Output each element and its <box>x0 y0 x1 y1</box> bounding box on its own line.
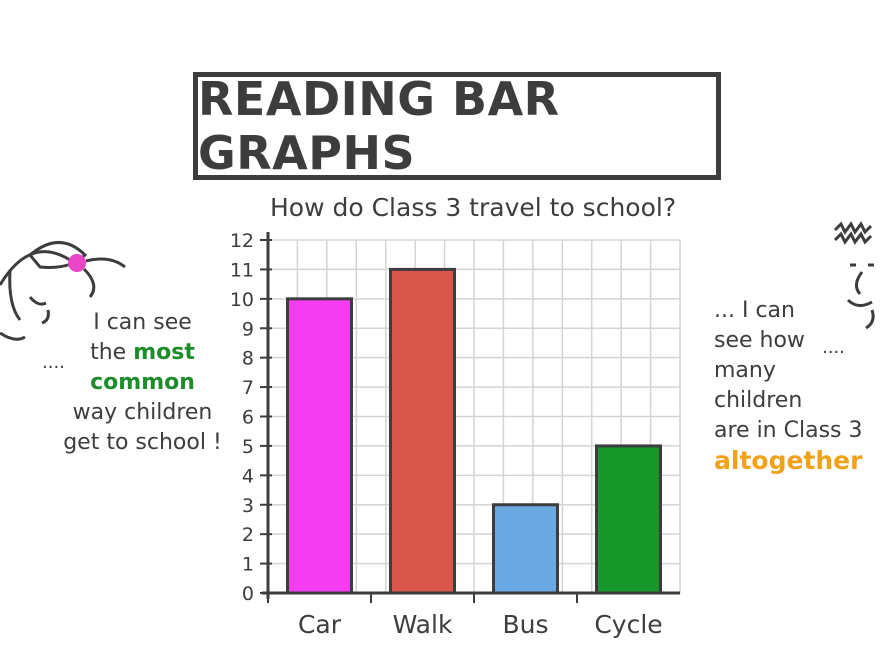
left-note-highlight-most: most <box>133 340 195 365</box>
left-note-line2-pre: the <box>90 340 134 365</box>
left-note-line1: I can see <box>93 310 192 335</box>
right-note-highlight-altogether: altogether <box>714 446 863 475</box>
bar-bus <box>492 503 559 595</box>
y-tick-label: 7 <box>242 377 254 399</box>
x-tick-label: Walk <box>393 610 453 639</box>
right-note-line4: children <box>714 388 803 413</box>
page-title: READING BAR GRAPHS <box>198 72 560 180</box>
y-tick-label: 12 <box>230 230 254 252</box>
bar-car <box>286 297 353 595</box>
y-tick-label: 10 <box>230 289 254 311</box>
right-note-line5: are in Class 3 <box>714 418 863 443</box>
girl-doodle-icon <box>0 241 126 341</box>
right-dots: .... <box>822 337 845 358</box>
right-note-line1: ... I can <box>714 298 795 323</box>
left-dots: .... <box>42 352 65 373</box>
title-box: READING BAR GRAPHS <box>193 72 721 180</box>
x-tick-label: Car <box>298 610 342 639</box>
bar-cycle <box>595 444 662 595</box>
y-tick-label: 4 <box>242 465 254 487</box>
y-tick-label: 1 <box>242 554 254 576</box>
bar-walk <box>389 267 456 595</box>
boy-doodle-icon <box>833 221 875 330</box>
y-tick-label: 6 <box>242 407 254 429</box>
right-note-line3: many <box>714 358 776 383</box>
chart-title: How do Class 3 travel to school? <box>270 193 677 222</box>
x-tick-label: Bus <box>502 610 548 639</box>
left-note-highlight-common: common <box>90 370 195 395</box>
y-tick-label: 11 <box>230 259 254 281</box>
y-tick-label: 3 <box>242 495 254 517</box>
y-tick-label: 9 <box>242 318 254 340</box>
left-note-line2: the most <box>55 338 230 368</box>
left-note: I can see the most common way children g… <box>55 308 230 458</box>
left-note-line5: get to school ! <box>63 430 222 455</box>
y-tick-label: 0 <box>242 583 254 605</box>
y-tick-label: 2 <box>242 524 254 546</box>
left-note-line4: way children <box>72 400 213 425</box>
x-tick-label: Cycle <box>594 610 662 639</box>
right-note: ... I can see how many children are in C… <box>714 296 863 476</box>
y-tick-label: 8 <box>242 348 254 370</box>
right-note-line2: see how <box>714 328 805 353</box>
y-tick-label: 5 <box>242 436 254 458</box>
